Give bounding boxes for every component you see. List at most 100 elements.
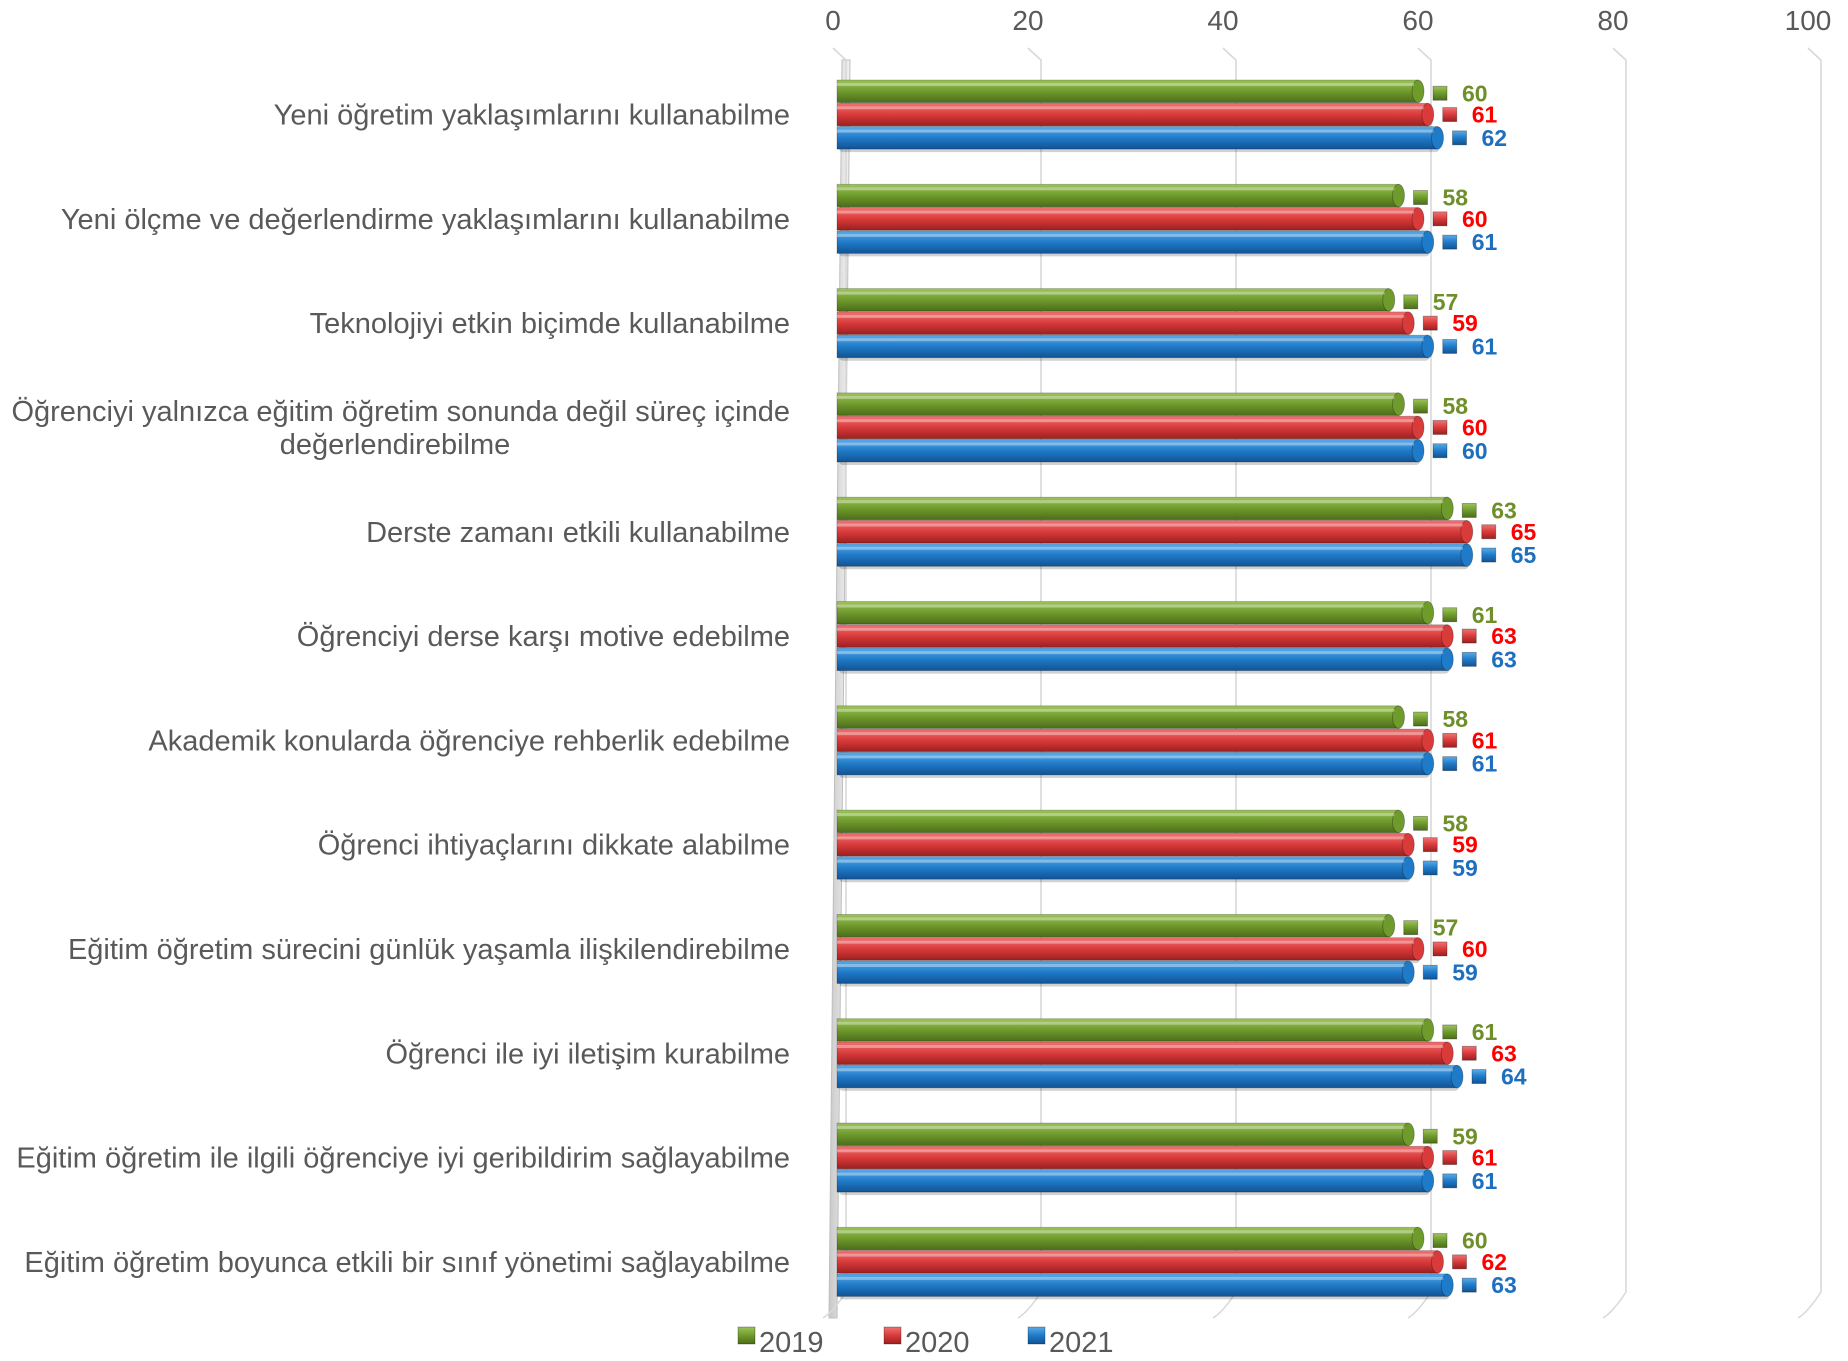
data-label-marker <box>1461 1277 1477 1293</box>
bar-cap <box>1411 937 1425 961</box>
bar <box>836 1122 1415 1149</box>
bar-highlight <box>837 1045 1444 1048</box>
bar-cap <box>1431 1250 1444 1274</box>
data-label-marker <box>1442 339 1458 354</box>
bar-highlight <box>837 1253 1434 1257</box>
data-labels: 6061625860615759615860606365656163635861… <box>1403 80 1537 1298</box>
bar-highlight <box>837 106 1424 110</box>
data-label: 65 <box>1481 519 1537 545</box>
bar-highlight <box>837 83 1414 86</box>
category-label: Öğrenci ihtiyaçlarını dikkate alabilme <box>318 830 790 862</box>
data-label: 61 <box>1442 751 1498 777</box>
data-label-value: 59 <box>1452 832 1478 858</box>
data-label-marker <box>1442 756 1458 772</box>
data-label: 62 <box>1452 1249 1508 1275</box>
gridline <box>1017 47 1042 1319</box>
data-label: 63 <box>1461 1040 1517 1066</box>
data-label-value: 63 <box>1491 646 1517 672</box>
data-label-marker <box>1422 837 1438 853</box>
data-label-value: 60 <box>1462 936 1488 962</box>
bar-highlight <box>837 1126 1405 1129</box>
bar-highlight <box>837 419 1414 423</box>
x-tick-label: 100 <box>1785 5 1832 36</box>
data-label-value: 62 <box>1482 1249 1508 1275</box>
data-label-value: 61 <box>1472 602 1498 628</box>
data-label-marker <box>1432 420 1448 435</box>
data-label-value: 61 <box>1472 102 1498 128</box>
category-label: Öğrenciyi yalnızca eğitim öğretim sonund… <box>11 396 790 461</box>
category-label: Eğitim öğretim boyunca etkili bir sınıf … <box>24 1247 790 1279</box>
bar-cap <box>1411 79 1425 103</box>
data-label-value: 59 <box>1452 310 1478 336</box>
data-label-marker <box>1461 503 1477 518</box>
data-label-marker <box>1403 294 1419 310</box>
category-label: Yeni ölçme ve değerlendirme yaklaşımları… <box>61 204 790 236</box>
bar <box>836 230 1435 257</box>
data-label: 59 <box>1422 959 1478 985</box>
data-label: 59 <box>1422 1123 1478 1149</box>
data-label-value: 58 <box>1443 393 1469 419</box>
bar <box>836 520 1474 546</box>
data-label-value: 58 <box>1443 185 1469 211</box>
bar-highlight <box>837 836 1405 840</box>
data-label: 61 <box>1442 727 1498 753</box>
bar-cap <box>1421 1169 1435 1193</box>
bar-highlight <box>837 314 1405 318</box>
bar-cap <box>1411 1226 1425 1251</box>
bar-cap <box>1421 334 1435 359</box>
legend: 2019 2020 2021 <box>737 1326 1114 1359</box>
data-label-value: 61 <box>1472 1168 1498 1194</box>
data-label-marker <box>1481 547 1497 563</box>
bar <box>836 439 1425 465</box>
data-label: 58 <box>1413 706 1469 732</box>
data-label-value: 58 <box>1443 706 1469 732</box>
bar-highlight <box>837 964 1405 967</box>
data-label-marker <box>1442 1150 1458 1165</box>
bar <box>836 311 1415 338</box>
category-labels: Yeni öğretim yaklaşımlarını kullanabilme… <box>11 100 790 1279</box>
data-label-value: 63 <box>1491 1040 1517 1066</box>
data-label: 65 <box>1481 542 1537 568</box>
bar-cap <box>1421 1018 1435 1042</box>
data-label-value: 63 <box>1491 623 1517 649</box>
data-label: 58 <box>1413 185 1469 211</box>
gridline <box>1797 47 1822 1319</box>
bar-cap <box>1440 1041 1454 1065</box>
data-label-marker <box>1422 315 1438 331</box>
legend-label: 2019 <box>759 1327 824 1359</box>
bar <box>836 601 1435 627</box>
bar-highlight <box>837 917 1385 921</box>
bar-cap <box>1401 1122 1415 1146</box>
data-label-marker <box>1471 1069 1487 1084</box>
bar-cap <box>1440 1273 1454 1297</box>
data-label-marker <box>1413 711 1428 727</box>
category-label: Öğrenci ile iyi iletişim kurabilme <box>386 1038 791 1070</box>
x-tick-label: 40 <box>1207 5 1238 36</box>
data-label: 63 <box>1461 497 1517 523</box>
data-label-value: 61 <box>1472 1145 1498 1171</box>
data-label-marker <box>1432 1233 1448 1248</box>
bar <box>836 960 1415 987</box>
bar-cap <box>1401 833 1415 857</box>
bar-cap <box>1421 601 1435 625</box>
bar-highlight <box>837 523 1463 527</box>
bar-highlight <box>837 233 1424 237</box>
data-label-marker <box>1422 860 1438 876</box>
legend-item: 2021 <box>1027 1326 1114 1359</box>
bar-cap <box>1382 914 1396 938</box>
bar-cap <box>1392 392 1405 416</box>
data-label: 62 <box>1452 125 1507 151</box>
axis-wall <box>828 59 851 1319</box>
data-label: 61 <box>1442 102 1498 128</box>
legend-swatch <box>737 1326 756 1345</box>
data-label-value: 60 <box>1462 206 1488 232</box>
bar <box>836 183 1405 210</box>
data-label-value: 60 <box>1462 414 1488 440</box>
bar-cap <box>1421 230 1435 254</box>
bar-highlight <box>837 1276 1444 1280</box>
x-tick-label: 80 <box>1597 5 1628 36</box>
data-label-marker <box>1403 920 1419 936</box>
data-label: 63 <box>1461 646 1517 672</box>
data-label: 60 <box>1432 206 1488 232</box>
data-label: 60 <box>1432 936 1488 962</box>
